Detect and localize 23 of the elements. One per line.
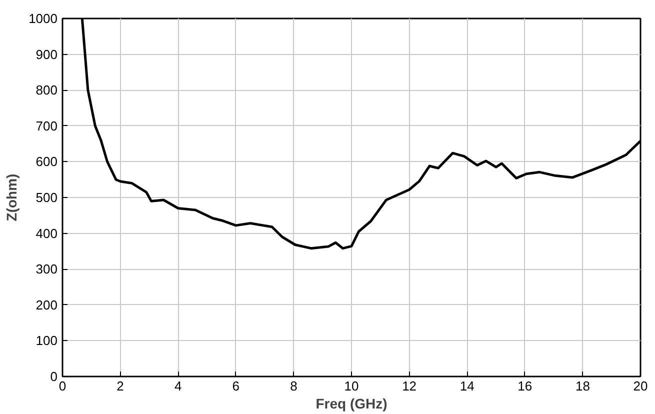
- y-tick-label: 600: [36, 154, 58, 170]
- y-tick-label: 200: [36, 297, 58, 312]
- x-tick-label: 18: [575, 378, 590, 394]
- x-tick-label: 8: [290, 378, 298, 394]
- y-tick-label: 300: [36, 262, 58, 277]
- x-tick-label: 14: [460, 378, 474, 394]
- x-axis-title: Freq (GHz): [316, 396, 388, 412]
- y-axis-title: Z(ohm): [4, 174, 20, 222]
- x-tick-label: 10: [344, 378, 359, 394]
- y-tick-label: 1000: [28, 11, 58, 26]
- x-tick-label: 6: [232, 378, 240, 394]
- y-tick-label: 800: [36, 82, 58, 98]
- x-tick-label: 16: [518, 378, 532, 394]
- y-tick-label: 500: [36, 190, 58, 205]
- x-tick-label: 12: [402, 378, 417, 394]
- y-tick-label: 700: [36, 118, 58, 134]
- y-tick-label: 100: [36, 333, 58, 348]
- y-tick-label: 900: [36, 46, 58, 62]
- y-tick-label: 0: [50, 369, 58, 384]
- x-tick-label: 2: [116, 378, 124, 394]
- y-tick-label: 400: [36, 226, 58, 241]
- x-tick-label: 4: [174, 378, 182, 394]
- x-tick-label: 20: [633, 378, 648, 394]
